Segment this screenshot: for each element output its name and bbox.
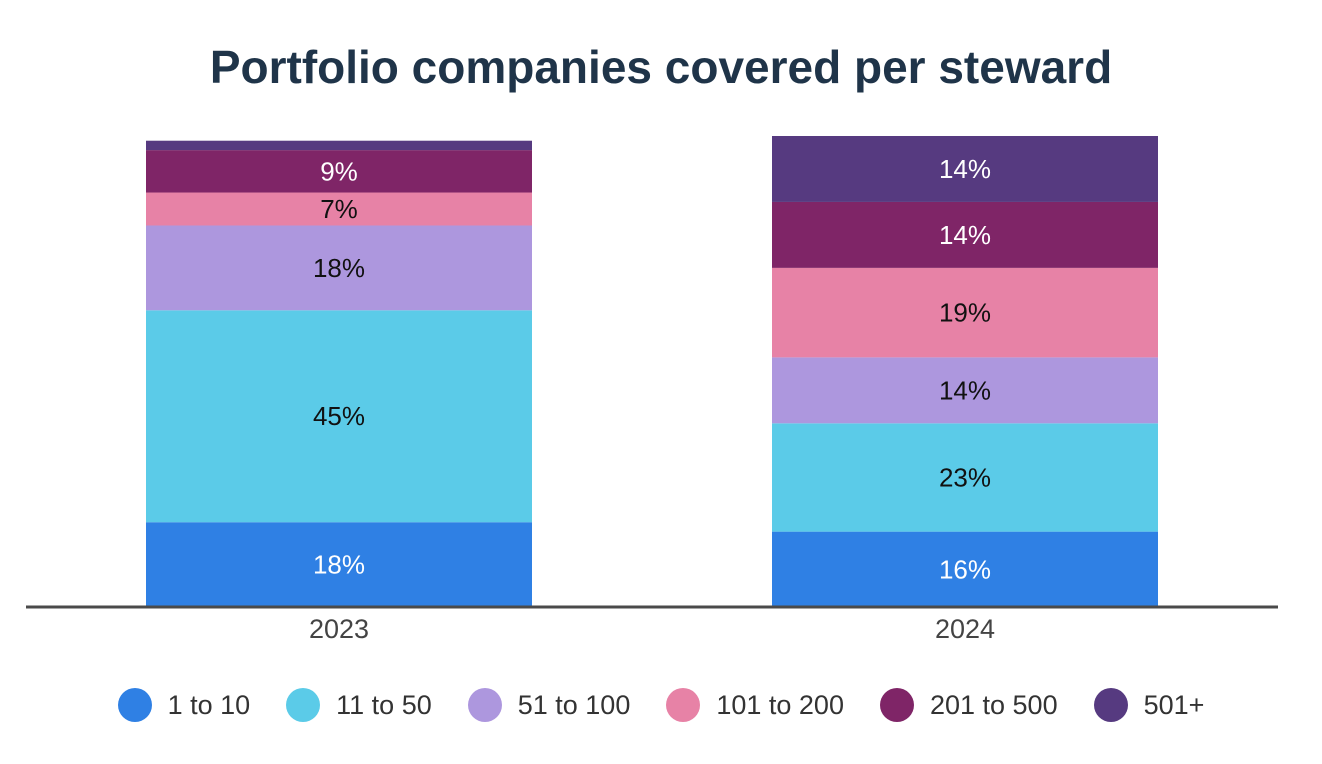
bar-group-2023: 18% 45% 18% 7% 9% xyxy=(146,140,532,607)
legend: 1 to 10 11 to 50 51 to 100 101 to 200 201 to… xyxy=(0,688,1322,722)
legend-label-51-to-100: 51 to 100 xyxy=(517,689,631,720)
bar-segment-2023-501 xyxy=(146,140,532,151)
legend-label-101-to-200: 101 to 200 xyxy=(716,689,844,720)
legend-item-11-to-50: 11 to 50 xyxy=(286,688,432,722)
bar-segment-2024-101-to-200 xyxy=(772,267,1158,358)
bar-segment-2023-11-to-50 xyxy=(146,310,532,523)
legend-item-101-to-200: 101 to 200 xyxy=(666,688,844,722)
bar-segment-2023-201-to-500 xyxy=(146,150,532,193)
legend-item-1-to-10: 1 to 10 xyxy=(117,688,251,722)
x-tick-label-2024: 2024 xyxy=(935,614,995,644)
data-label-2023-11-to-50: 45% xyxy=(313,401,365,431)
legend-swatch-501 xyxy=(1093,688,1128,722)
legend-label-201-to-500: 201 to 500 xyxy=(929,689,1058,720)
data-label-2024-1-to-10: 16% xyxy=(939,554,991,584)
bar-segment-2024-501 xyxy=(772,136,1158,202)
data-label-2023-101-to-200: 7% xyxy=(320,194,358,224)
data-label-2023-51-to-100: 18% xyxy=(313,253,365,283)
bar-segment-2024-1-to-10 xyxy=(772,531,1158,607)
bar-segment-2024-51-to-100 xyxy=(772,357,1158,424)
legend-label-501: 501+ xyxy=(1143,689,1205,720)
legend-item-201-to-500: 201 to 500 xyxy=(879,688,1058,722)
legend-item-501: 501+ xyxy=(1093,688,1205,722)
bar-segment-2024-201-to-500 xyxy=(772,201,1158,268)
legend-label-11-to-50: 11 to 50 xyxy=(336,689,432,720)
stacked-bar-chart: 18% 45% 18% 7% 9% 2023 16% 23% 14% 19% 14% 14% 2024 xyxy=(26,136,1278,644)
bar-segment-2023-51-to-100 xyxy=(146,225,532,311)
bar-segment-2024-11-to-50 xyxy=(772,423,1158,532)
data-label-2024-11-to-50: 23% xyxy=(939,462,991,492)
legend-swatch-101-to-200 xyxy=(666,688,701,722)
legend-swatch-11-to-50 xyxy=(286,688,321,722)
bar-segment-2023-101-to-200 xyxy=(146,192,532,226)
legend-swatch-1-to-10 xyxy=(117,688,152,722)
data-label-2023-201-to-500: 9% xyxy=(320,156,358,186)
bar-segment-2023-1-to-10 xyxy=(146,522,532,607)
bar-group-2024: 16% 23% 14% 19% 14% 14% xyxy=(772,136,1158,607)
legend-label-1-to-10: 1 to 10 xyxy=(167,689,251,720)
data-label-2024-201-to-500: 14% xyxy=(939,220,991,250)
legend-item-51-to-100: 51 to 100 xyxy=(467,688,631,722)
chart-title: Portfolio companies covered per steward xyxy=(209,41,1113,93)
legend-swatch-201-to-500 xyxy=(879,688,914,722)
data-label-2024-501: 14% xyxy=(939,154,991,184)
data-label-2024-101-to-200: 19% xyxy=(939,298,991,328)
data-label-2024-51-to-100: 14% xyxy=(939,375,991,405)
legend-swatch-51-to-100 xyxy=(467,688,502,722)
data-label-2023-1-to-10: 18% xyxy=(313,550,365,580)
x-tick-label-2023: 2023 xyxy=(309,614,369,644)
